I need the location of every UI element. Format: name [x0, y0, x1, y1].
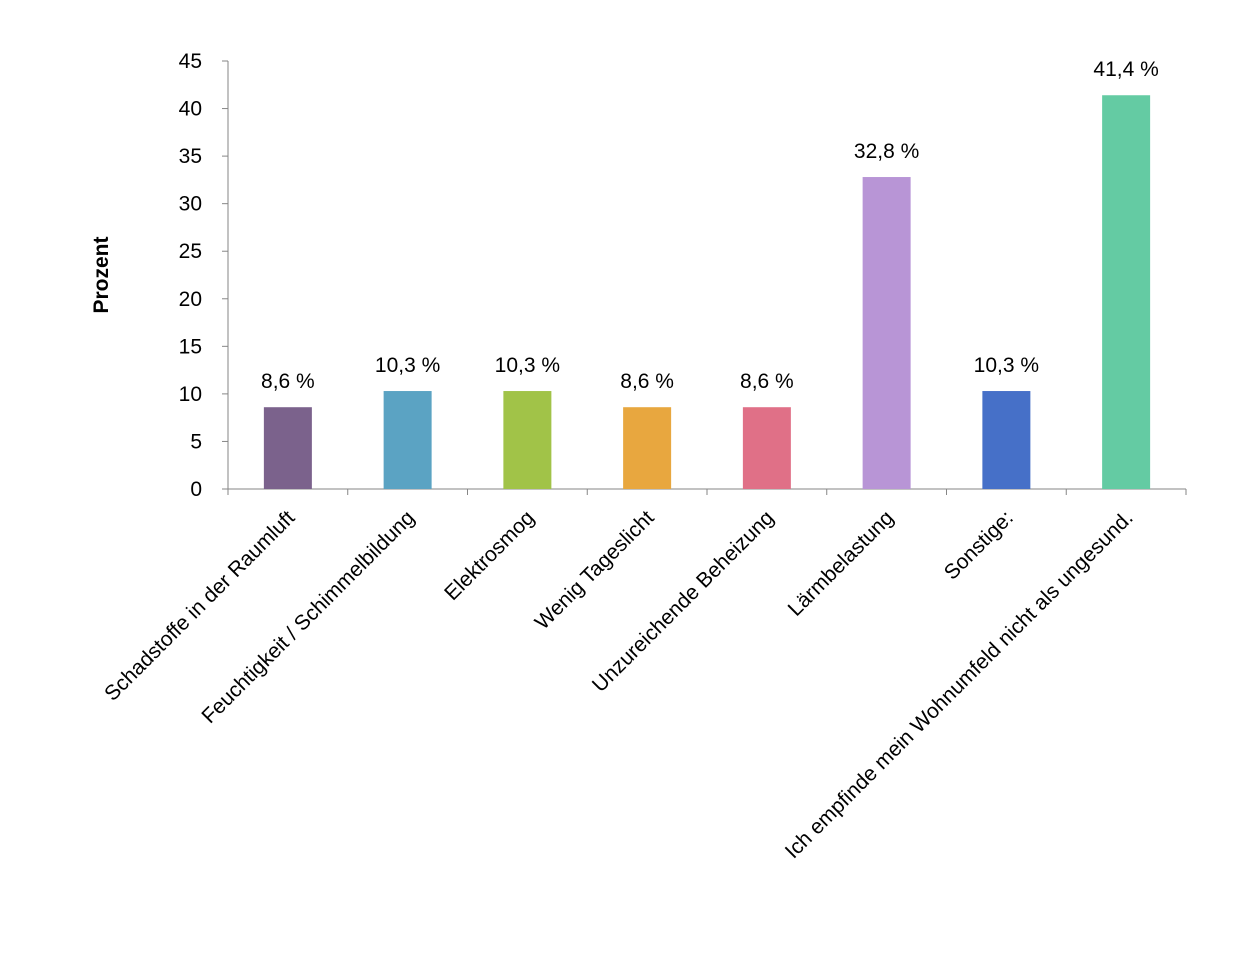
bars: [263, 95, 1151, 490]
y-tick-label: 35: [179, 145, 202, 168]
x-axis: [227, 488, 1187, 495]
data-label: 41,4 %: [1093, 58, 1158, 81]
bar: [982, 391, 1031, 489]
y-tick-label: 30: [179, 193, 202, 216]
category-label: Wenig Tageslicht: [531, 506, 659, 634]
data-label: 8,6 %: [740, 370, 794, 393]
y-axis-title: Prozent: [90, 236, 113, 313]
y-tick-label: 0: [190, 478, 202, 501]
y-tick-label: 15: [179, 335, 202, 358]
y-tick-label: 45: [179, 50, 202, 73]
y-axis: 0 5 10 15 20 25 30 35 40 45: [179, 50, 229, 501]
data-label: 8,6 %: [620, 370, 674, 393]
y-tick-label: 20: [179, 288, 202, 311]
y-tick-label: 10: [179, 383, 202, 406]
y-tick-label: 25: [179, 240, 202, 263]
data-label: 10,3 %: [375, 354, 440, 377]
bar: [623, 407, 672, 489]
data-label: 32,8 %: [854, 140, 919, 163]
bar: [1102, 95, 1151, 490]
data-label: 10,3 %: [495, 354, 560, 377]
data-label: 8,6 %: [261, 370, 315, 393]
data-labels: 8,6 % 10,3 % 10,3 % 8,6 % 8,6 % 32,8 % 10,3 % 4…: [261, 58, 1159, 393]
bar: [383, 391, 432, 489]
y-tick-label: 5: [190, 430, 202, 453]
bar: [263, 407, 312, 489]
category-label: Feuchtigkeit / Schimmelbildung: [197, 506, 419, 728]
category-label: Elektrosmog: [440, 506, 539, 605]
category-label: Lärmbelastung: [784, 506, 898, 620]
category-labels: Schadstoffe in der RaumluftFeuchtigkeit …: [100, 506, 1137, 863]
category-label: Schadstoffe in der Raumluft: [100, 506, 299, 705]
data-label: 10,3 %: [974, 354, 1039, 377]
bar: [503, 391, 552, 489]
bar: [742, 407, 791, 489]
y-tick-label: 40: [179, 98, 202, 121]
bar: [862, 177, 911, 489]
category-label: Sonstige:: [940, 506, 1018, 584]
